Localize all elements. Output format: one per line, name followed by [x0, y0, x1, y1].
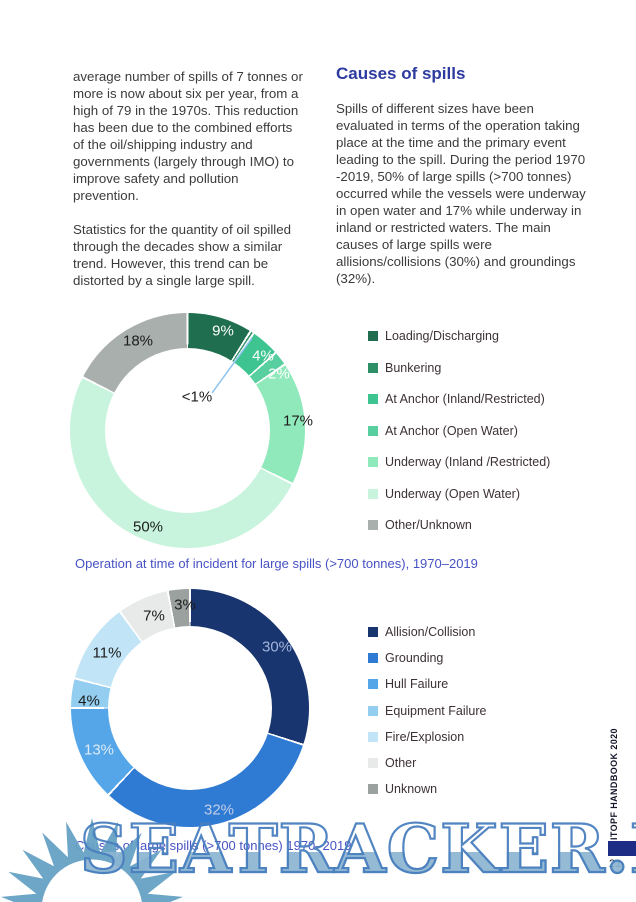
- donut-label: 30%: [261, 638, 293, 656]
- left-text-column: average number of spills of 7 tonnes or …: [73, 68, 306, 306]
- legend-swatch: [368, 362, 378, 373]
- legend-item: At Anchor (Inland/Restricted): [368, 392, 550, 406]
- operations-legend: Loading/Discharging Bunkering At Anchor (I…: [368, 329, 550, 532]
- legend-swatch: [368, 425, 378, 436]
- legend-swatch: [368, 784, 378, 795]
- page-accent-bar: [608, 841, 636, 856]
- donut-hole: [105, 348, 270, 513]
- legend-item: Grounding: [368, 651, 486, 665]
- donut-label: 32%: [204, 802, 234, 819]
- legend-swatch: [368, 653, 378, 664]
- body-paragraph: Statistics for the quantity of oil spill…: [73, 222, 292, 288]
- body-paragraph: average number of spills of 7 tonnes or …: [73, 69, 303, 203]
- donut-label: 17%: [282, 412, 314, 430]
- legend-label: Equipment Failure: [385, 703, 487, 718]
- legend-item: Fire/Explosion: [368, 730, 486, 744]
- legend-label: Fire/Explosion: [385, 729, 465, 744]
- legend-label: Grounding: [385, 651, 444, 666]
- donut-label: 7%: [143, 607, 165, 625]
- donut-hole: [108, 626, 272, 790]
- sun-icon: [0, 818, 198, 902]
- donut-label: 11%: [92, 644, 122, 662]
- donut-label: 2%: [268, 365, 290, 383]
- donut-label: 50%: [132, 518, 164, 536]
- section-heading: Causes of spills: [336, 64, 466, 83]
- legend-swatch: [368, 457, 378, 467]
- legend-item: At Anchor (Open Water): [368, 424, 550, 438]
- donut-label: 9%: [212, 322, 234, 340]
- legend-swatch: [368, 394, 378, 404]
- causes-legend: Allision/Collision Grounding Hull Failure E…: [368, 625, 486, 796]
- legend-label: Hull Failure: [385, 677, 449, 692]
- legend-item: Allision/Collision: [368, 625, 486, 639]
- right-text-column: Causes of spills Spills of different siz…: [336, 64, 588, 304]
- legend-swatch: [368, 705, 378, 716]
- body-paragraph: Spills of different sizes have been eval…: [336, 101, 586, 286]
- legend-label: Loading/Discharging: [385, 329, 499, 343]
- donut-label: 18%: [122, 332, 154, 350]
- legend-swatch: [368, 331, 378, 341]
- legend-item: Loading/Discharging: [368, 329, 550, 343]
- legend-swatch: [368, 679, 378, 690]
- legend-label: Underway (Open Water): [385, 486, 520, 501]
- legend-label: At Anchor (Open Water): [385, 423, 518, 438]
- legend-swatch: [368, 488, 378, 499]
- chart-caption: Causes of large spills (>700 tonnes) 197…: [75, 838, 351, 853]
- watermark-text: SEATRACKER.RU: [79, 809, 636, 889]
- legend-label: Allision/Collision: [385, 625, 476, 639]
- legend-label: At Anchor (Inland/Restricted): [385, 392, 545, 406]
- legend-label: Other: [385, 755, 417, 770]
- legend-item: Hull Failure: [368, 677, 486, 691]
- page-number: 21: [609, 858, 621, 870]
- legend-swatch: [368, 757, 378, 768]
- legend-item: Equipment Failure: [368, 704, 486, 718]
- legend-label: Underway (Inland /Restricted): [385, 455, 551, 469]
- legend-item: Other/Unknown: [368, 518, 550, 532]
- legend-item: Other: [368, 756, 486, 770]
- legend-item: Underway (Inland /Restricted): [368, 455, 550, 469]
- donut-label: <1%: [181, 388, 213, 406]
- callout-line-icon: [211, 337, 253, 394]
- legend-swatch: [368, 520, 378, 530]
- legend-label: Bunkering: [385, 360, 442, 375]
- donut-label: 4%: [252, 347, 274, 365]
- legend-swatch: [368, 731, 378, 742]
- legend-item: Unknown: [368, 782, 486, 796]
- donut-label: 4%: [78, 692, 100, 710]
- legend-item: Underway (Open Water): [368, 487, 550, 501]
- legend-swatch: [368, 627, 378, 637]
- donut-label: 3%: [174, 596, 196, 614]
- donut-label: 13%: [83, 741, 115, 759]
- chart-caption: Operation at time of incident for large …: [75, 556, 478, 571]
- legend-label: Other/Unknown: [385, 518, 472, 532]
- legend-label: Unknown: [385, 782, 438, 797]
- legend-item: Bunkering: [368, 361, 550, 375]
